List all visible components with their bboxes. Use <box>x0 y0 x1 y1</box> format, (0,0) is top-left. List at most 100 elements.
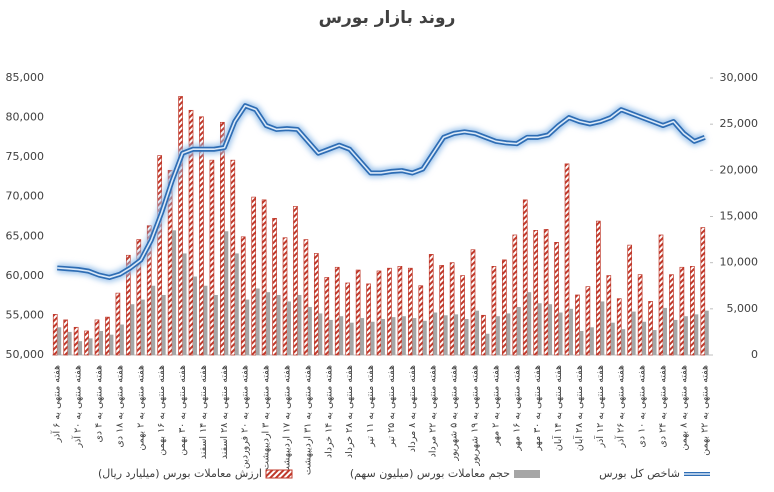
x-tick-label: هفته منتهی به ۲۰ آذر <box>71 365 84 448</box>
bar <box>261 199 267 356</box>
bar <box>512 234 518 356</box>
bar <box>694 314 699 355</box>
x-tick-label: هفته منتهی به ۸ بهمن <box>678 365 689 451</box>
y2-tick-label: 20,000 <box>720 163 759 176</box>
bar <box>558 312 563 355</box>
bar <box>470 249 476 356</box>
x-tick-label: هفته منتهی به ۲۸ اسفند <box>219 365 230 459</box>
bar <box>491 266 497 356</box>
x-tick-label: هفته منتهی به ۱۲ آذر <box>593 365 606 448</box>
x-tick-label: هفته منتهی به ۶ آذر <box>50 365 63 443</box>
x-tick-label: هفته منتهی به ۱۴ خرداد <box>323 365 334 458</box>
line <box>57 104 706 279</box>
bar <box>408 267 413 356</box>
x-tick-label: هفته منتهی به ۳۰ مهر <box>532 365 543 452</box>
bar <box>387 267 392 356</box>
y2-tick-label: 5,000 <box>727 302 759 315</box>
bar <box>543 229 549 356</box>
bar <box>443 315 448 355</box>
bar <box>224 231 229 355</box>
bar <box>78 341 83 355</box>
bar <box>157 155 163 356</box>
x-tick-label: هفته منتهی به ۱۹ شهریور <box>470 365 481 467</box>
x-tick-label: هفته منتهی به ۲۲ مرداد <box>428 365 439 457</box>
bar <box>52 314 58 356</box>
x-tick-label: هفته منتهی به ۲ بهمن <box>135 365 146 451</box>
bar <box>485 333 490 355</box>
bar <box>439 265 445 356</box>
bar <box>178 96 183 356</box>
bar <box>533 230 539 356</box>
bar <box>600 301 605 355</box>
bar <box>339 316 344 355</box>
x-tick-label: هفته منتهی به ۳۰ بهمن <box>177 365 188 456</box>
bar <box>669 274 674 356</box>
bar <box>84 330 89 356</box>
x-tick-label: هفته منتهی به ۱۷ اردیبهشت <box>282 365 293 475</box>
legend-label: حجم معاملات بورس (میلیون سهم) <box>350 467 510 480</box>
bar <box>422 320 427 355</box>
bar <box>266 292 271 355</box>
bar <box>220 121 225 356</box>
bar <box>464 318 469 355</box>
bar <box>63 319 69 356</box>
bar <box>287 301 291 355</box>
bar <box>428 254 434 356</box>
x-tick-label: هفته منتهی به ۱۶ بهمن <box>156 365 167 456</box>
bar <box>213 294 218 355</box>
x-tick-label: هفته منتهی به ۵ شهریور <box>449 365 460 462</box>
bar <box>151 285 156 355</box>
bar <box>324 277 330 356</box>
bar <box>460 275 465 356</box>
bar <box>360 318 365 355</box>
x-tick-label: هفته منتهی به ۱۶ مهر <box>511 365 522 452</box>
bar <box>376 270 382 356</box>
bar <box>119 324 124 355</box>
bar <box>527 292 532 355</box>
bar <box>303 239 309 356</box>
bar <box>522 199 528 356</box>
legend-label: شاخص کل بورس <box>599 467 680 480</box>
bar <box>700 227 706 356</box>
x-tick-label: هفته منتهی به ۳۱ اردیبهشت <box>302 365 313 475</box>
bar <box>172 230 177 355</box>
bar <box>589 327 594 355</box>
bar <box>596 220 601 356</box>
x-tick-label: هفته منتهی به ۲۴ دی <box>658 365 669 448</box>
bar <box>569 308 573 355</box>
x-tick-label: هفته منتهی به ۸ مرداد <box>407 365 418 452</box>
line-outline <box>57 103 706 280</box>
bar <box>554 242 559 356</box>
bar <box>193 276 197 355</box>
bar <box>575 294 580 356</box>
y2-tick-label: 15,000 <box>720 210 759 223</box>
bar <box>433 312 438 355</box>
bar <box>418 285 424 356</box>
bar <box>161 294 166 355</box>
y-tick-label: 50,000 <box>6 348 45 361</box>
y-tick-label: 80,000 <box>6 111 45 124</box>
bar <box>240 236 246 356</box>
legend-swatch <box>514 470 540 478</box>
bar <box>57 327 62 355</box>
bar <box>537 303 542 355</box>
bar <box>73 326 79 356</box>
bar <box>230 159 236 356</box>
bar <box>673 319 678 355</box>
bar <box>401 316 406 355</box>
bar <box>391 317 396 355</box>
bar <box>328 319 333 355</box>
bar <box>679 266 685 356</box>
x-tick-label: هفته منتهی به ۲۸ آبان <box>572 365 585 451</box>
bar <box>481 314 486 356</box>
bar <box>255 288 260 355</box>
bar <box>610 322 615 355</box>
line-glow <box>56 101 707 282</box>
bar <box>370 321 375 355</box>
legend-swatch <box>265 469 293 479</box>
bar <box>642 321 647 355</box>
bar <box>297 294 302 355</box>
bar <box>146 225 152 356</box>
bar <box>631 311 636 355</box>
